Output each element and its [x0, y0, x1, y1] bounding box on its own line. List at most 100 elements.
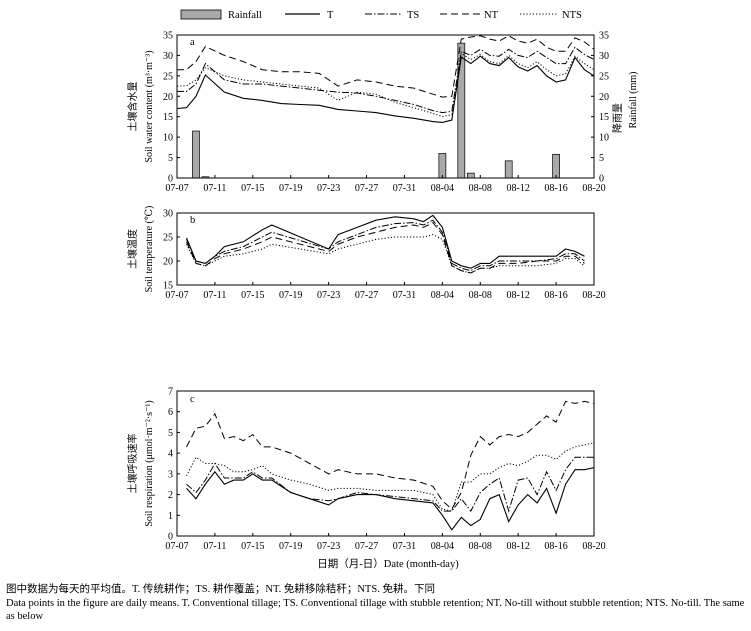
y-tick-label: 7 — [168, 387, 173, 398]
y-axis-title-cn: 土壤温度 — [126, 229, 139, 269]
x-tick-label: 07-23 — [317, 183, 340, 194]
x-tick-label: 07-15 — [241, 290, 264, 301]
plot-frame — [176, 212, 595, 286]
y-tick-label: 30 — [163, 51, 173, 62]
x-tick-label: 08-12 — [507, 541, 530, 552]
x-tick-label: 08-20 — [582, 541, 605, 552]
x-axis-label: 日期（月-日）Date (month-day) — [317, 558, 459, 570]
rainfall-bar — [438, 153, 447, 179]
y-axis-title: Soil water content (m³·m⁻³) — [144, 50, 155, 162]
series-line-ts — [186, 219, 585, 272]
x-tick-label: 07-15 — [241, 183, 264, 194]
y-tick-label: 5 — [168, 153, 173, 164]
x-tick-label: 07-27 — [355, 541, 378, 552]
x-tick-label: 08-12 — [507, 183, 530, 194]
x-tick-label: 08-16 — [544, 290, 567, 301]
series-line-nts — [186, 442, 595, 512]
y-tick-label: 2 — [168, 490, 173, 501]
legend-rainfall-label: Rainfall — [228, 10, 262, 21]
x-tick-label: 08-04 — [431, 290, 454, 301]
x-tick-label: 07-31 — [393, 183, 416, 194]
x-tick-label: 07-27 — [355, 183, 378, 194]
y-tick-label: 20 — [163, 92, 173, 103]
y2-tick-label: 15 — [599, 112, 609, 123]
y-tick-label: 1 — [168, 511, 173, 522]
legend-ts-label: TS — [407, 10, 419, 21]
series-line-nts — [186, 234, 585, 274]
y-axis-title-cn: 土壤呼吸速率 — [126, 434, 139, 494]
caption-english: Data points in the figure are daily mean… — [6, 598, 745, 622]
x-tick-label: 08-16 — [544, 183, 567, 194]
x-tick-label: 07-07 — [165, 541, 188, 552]
panel-letter: c — [190, 394, 195, 405]
x-tick-label: 07-11 — [203, 541, 226, 552]
y-tick-label: 15 — [163, 281, 173, 292]
series-line-ts — [177, 46, 595, 114]
y-tick-label: 4 — [168, 449, 173, 460]
legend-t-label: T — [327, 10, 334, 21]
series-line-t — [185, 214, 585, 269]
y2-tick-label: 20 — [599, 92, 609, 103]
y-tick-label: 0 — [168, 532, 173, 543]
series-line-nt — [177, 35, 595, 98]
legend-nts-label: NTS — [562, 10, 582, 21]
y2-tick-label: 0 — [599, 174, 604, 185]
legend-rainfall-swatch — [180, 9, 222, 20]
panel-letter: a — [190, 37, 195, 48]
x-tick-label: 07-23 — [317, 541, 340, 552]
figure-canvas: Rainfall T TS NT NTS 07-07 07-11 07-15 07-1… — [126, 9, 639, 570]
series-line-nt — [186, 400, 595, 510]
plot-frame — [176, 390, 595, 537]
y-tick-label: 0 — [168, 174, 173, 185]
x-tick-label: 07-23 — [317, 290, 340, 301]
y-tick-label: 5 — [168, 428, 173, 439]
x-tick-label: 07-19 — [279, 541, 302, 552]
x-tick-label: 08-20 — [582, 290, 605, 301]
rainfall-bar — [504, 160, 513, 179]
x-tick-label: 07-31 — [393, 541, 416, 552]
y-tick-label: 35 — [163, 31, 173, 42]
y-tick-label: 30 — [163, 209, 173, 220]
x-tick-label: 07-19 — [279, 290, 302, 301]
series-line-nt — [186, 221, 585, 274]
series-line-t — [186, 467, 595, 531]
x-tick-label: 08-04 — [431, 541, 454, 552]
y2-axis-title: Rainfall (mm) — [628, 72, 639, 129]
rainfall-bar — [552, 153, 560, 179]
x-tick-label: 08-04 — [431, 183, 454, 194]
x-tick-label: 07-07 — [165, 290, 188, 301]
y-axis-title: Soil temperature (℃) — [144, 206, 155, 293]
rainfall-bar — [192, 130, 200, 179]
x-tick-label: 08-08 — [469, 290, 492, 301]
y-axis-title: Soil respiration (μmol·m⁻²·s⁻¹) — [144, 400, 155, 526]
y2-tick-label: 10 — [599, 133, 609, 144]
y2-tick-label: 5 — [599, 153, 604, 164]
x-tick-label: 08-08 — [469, 541, 492, 552]
legend: Rainfall T TS NT NTS — [180, 9, 582, 21]
rainfall-bar — [457, 42, 466, 179]
x-tick-label: 07-07 — [165, 183, 188, 194]
x-tick-label: 08-12 — [507, 290, 530, 301]
y-tick-label: 15 — [163, 112, 173, 123]
x-tick-label: 07-11 — [203, 290, 226, 301]
panel-c-soil-respiration: 07-07 07-11 07-15 07-19 07-23 07-27 07-31 08-04… — [126, 387, 606, 553]
y2-tick-label: 30 — [599, 51, 609, 62]
y-tick-label: 20 — [163, 257, 173, 268]
x-tick-label: 07-11 — [203, 183, 226, 194]
x-tick-label: 07-15 — [241, 541, 264, 552]
x-tick-label: 07-19 — [279, 183, 302, 194]
x-tick-label: 07-31 — [393, 290, 416, 301]
series-line-t — [176, 55, 595, 123]
y-tick-label: 6 — [168, 407, 173, 418]
panel-b-soil-temperature: 07-07 07-11 07-15 07-19 07-23 07-27 07-31 08-04… — [126, 206, 606, 301]
x-tick-label: 07-27 — [355, 290, 378, 301]
x-tick-label: 08-20 — [582, 183, 605, 194]
y-tick-label: 10 — [163, 133, 173, 144]
plot-frame — [176, 34, 595, 179]
y-axis-title-cn: 土壤含水量 — [126, 82, 139, 132]
y2-axis-title-cn: 降雨量 — [611, 103, 624, 133]
y-tick-label: 3 — [168, 469, 173, 480]
panel-letter: b — [190, 215, 195, 226]
series-line-nts — [176, 52, 595, 118]
legend-nt-label: NT — [484, 10, 499, 21]
